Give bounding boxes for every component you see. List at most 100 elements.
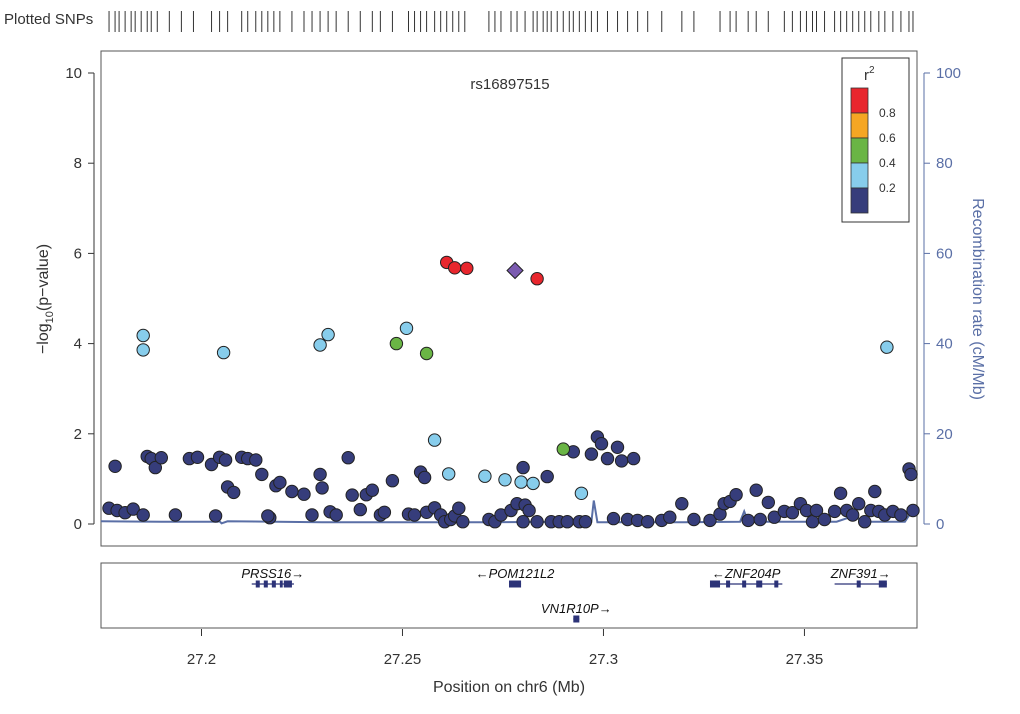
y-axis-title: −log10(p−value) xyxy=(35,244,56,354)
snp-point xyxy=(417,470,432,485)
snp-point xyxy=(530,272,544,286)
gene-label: ZNF391→ xyxy=(830,566,891,581)
snp-rug xyxy=(108,11,914,32)
snp-point xyxy=(514,475,528,489)
snp-point xyxy=(315,481,329,495)
snp-point xyxy=(313,467,327,482)
snp-point xyxy=(894,508,908,522)
y-left-tick-label: 0 xyxy=(74,516,82,533)
snp-point xyxy=(208,509,223,523)
snp-point xyxy=(584,447,599,461)
snp-point xyxy=(148,460,163,475)
snp-point xyxy=(574,486,589,500)
snp-point xyxy=(168,508,183,522)
y-left-tick-label: 6 xyxy=(74,245,82,262)
gene-exon xyxy=(255,580,260,588)
snp-point xyxy=(448,261,462,275)
gene-exon xyxy=(878,580,887,588)
snp-point xyxy=(313,338,327,352)
snp-point xyxy=(389,336,404,351)
snp-point xyxy=(452,501,466,515)
snp-point xyxy=(478,469,492,483)
snp-point xyxy=(216,345,231,360)
x-tick-label: 27.35 xyxy=(786,651,824,668)
lead-snp-title: rs16897515 xyxy=(470,76,549,93)
snp-point xyxy=(442,467,456,481)
snp-point xyxy=(261,509,275,523)
snp-point xyxy=(297,487,311,501)
snp-point xyxy=(273,475,287,490)
snp-point xyxy=(526,476,540,491)
snp-point xyxy=(227,485,241,500)
snp-point xyxy=(560,515,574,529)
gene-exon xyxy=(509,580,522,588)
gene-exon xyxy=(283,580,292,588)
legend-label: 0.2 xyxy=(879,181,896,195)
snp-point xyxy=(136,508,150,522)
gene-exon xyxy=(709,580,721,588)
gene-exon xyxy=(279,580,283,588)
legend-swatch xyxy=(850,137,869,164)
snp-point xyxy=(345,488,359,502)
snp-point xyxy=(703,513,717,528)
snp-point xyxy=(190,450,205,464)
gene-exon xyxy=(742,580,747,588)
legend-swatch xyxy=(850,162,869,189)
r2-legend: r2 0.8 0.6 0.4 0.2 xyxy=(841,57,910,223)
x-axis: 27.2 27.25 27.3 27.35 xyxy=(187,629,823,668)
snp-point xyxy=(833,486,848,500)
snp-point xyxy=(516,460,530,475)
gene-label: ←POM121L2 xyxy=(476,566,556,581)
snp-point xyxy=(663,510,677,524)
legend-label: 0.8 xyxy=(879,106,896,120)
snp-point xyxy=(249,453,263,467)
gene-label: PRSS16→ xyxy=(241,566,304,581)
snp-point xyxy=(753,512,767,527)
gene-exon xyxy=(263,580,268,588)
y-left-tick-label: 10 xyxy=(65,65,82,82)
snp-point xyxy=(516,515,530,529)
y-right-tick-label: 20 xyxy=(936,426,953,443)
legend-label: 0.4 xyxy=(879,156,896,170)
gene-exon xyxy=(856,580,861,588)
snp-point xyxy=(805,515,820,529)
snp-point xyxy=(809,503,824,518)
legend-swatch xyxy=(850,87,869,114)
y-right-tick-label: 40 xyxy=(936,336,953,353)
snp-point xyxy=(377,505,392,519)
snp-point xyxy=(606,511,621,526)
gene-label: ←ZNF204P xyxy=(712,566,781,581)
snp-point xyxy=(749,483,763,497)
legend-label: 0.6 xyxy=(879,131,896,145)
snp-point xyxy=(767,510,781,524)
y-left-tick-label: 2 xyxy=(74,426,82,443)
snp-point xyxy=(858,515,872,529)
x-axis-title: Position on chr6 (Mb) xyxy=(433,679,585,696)
snp-points-layer xyxy=(102,255,920,529)
snp-point xyxy=(460,261,474,275)
legend-title-sup: 2 xyxy=(869,65,875,76)
legend-swatch xyxy=(850,112,869,139)
snp-point xyxy=(341,451,355,465)
snp-point xyxy=(687,512,701,527)
y-right-tick-label: 100 xyxy=(936,65,961,82)
snp-point xyxy=(578,515,593,529)
snp-point xyxy=(817,512,832,527)
gene-panel-frame xyxy=(100,562,918,629)
snp-point xyxy=(530,515,544,529)
snp-point xyxy=(880,340,894,354)
gene-label: VN1R10P→ xyxy=(541,601,612,616)
snp-point xyxy=(827,504,842,519)
snp-point xyxy=(353,502,367,517)
y-right-tick-label: 0 xyxy=(936,516,944,533)
snp-point xyxy=(729,488,743,502)
snp-point xyxy=(136,328,150,343)
lead-snp-marker xyxy=(506,261,524,280)
x-tick-label: 27.25 xyxy=(384,651,422,668)
legend-swatch xyxy=(850,187,869,214)
y-right-tick-label: 80 xyxy=(936,155,953,172)
snp-point xyxy=(285,484,299,499)
y-axis-right-title: Recombination rate (cM/Mb) xyxy=(969,198,986,400)
snp-point xyxy=(385,474,400,488)
